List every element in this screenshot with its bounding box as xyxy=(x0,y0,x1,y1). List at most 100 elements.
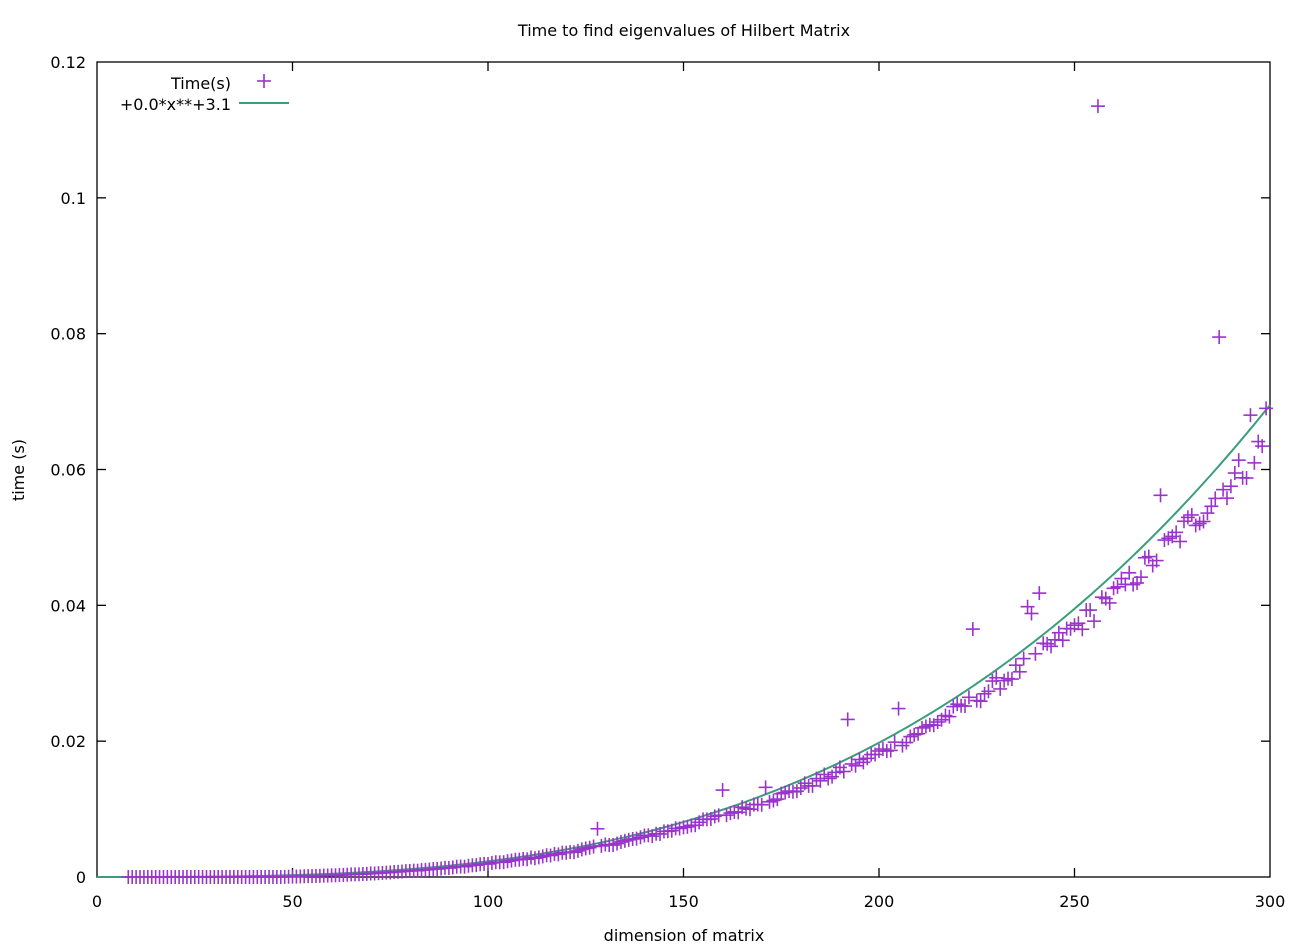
y-tick-label: 0.04 xyxy=(50,596,86,615)
data-point xyxy=(965,622,980,637)
data-point xyxy=(903,729,918,744)
data-point xyxy=(1141,549,1156,564)
data-point xyxy=(1212,330,1227,345)
data-point xyxy=(481,856,495,871)
data-point xyxy=(1231,453,1246,468)
data-point xyxy=(977,686,992,701)
data-point xyxy=(1114,571,1129,586)
data-point xyxy=(1239,471,1254,486)
legend-label-fit: +0.0*x**+3.1 xyxy=(120,95,231,114)
data-point xyxy=(1075,622,1090,637)
data-point xyxy=(535,849,550,864)
data-point xyxy=(1020,599,1035,614)
data-point xyxy=(1094,590,1109,605)
data-point xyxy=(836,764,851,779)
fit-curve xyxy=(97,404,1271,878)
data-point xyxy=(1044,639,1059,654)
y-tick-label: 0.02 xyxy=(50,732,86,751)
data-point xyxy=(574,842,589,857)
data-point xyxy=(1090,99,1105,114)
data-point xyxy=(981,684,996,699)
data-point xyxy=(1012,664,1027,679)
data-point xyxy=(887,735,902,750)
data-point xyxy=(1149,553,1164,568)
legend-marker-time xyxy=(257,74,271,88)
data-point xyxy=(1032,586,1047,601)
data-point xyxy=(1223,479,1238,494)
data-point xyxy=(1130,575,1145,590)
data-point xyxy=(1024,606,1039,621)
data-points-layer xyxy=(121,99,1274,884)
data-point xyxy=(582,840,597,855)
x-tick-label: 200 xyxy=(864,892,895,911)
data-point xyxy=(457,859,472,874)
data-point xyxy=(1122,565,1137,580)
data-point xyxy=(891,701,906,716)
data-point xyxy=(993,681,1008,696)
x-tick-label: 0 xyxy=(92,892,102,911)
data-point xyxy=(821,771,836,786)
x-tick-label: 300 xyxy=(1255,892,1286,911)
data-point xyxy=(856,755,871,770)
data-point xyxy=(1196,514,1211,529)
data-point xyxy=(496,855,511,870)
data-point xyxy=(1169,525,1184,540)
data-point xyxy=(958,699,973,714)
data-point xyxy=(883,743,898,758)
data-point xyxy=(1051,625,1066,640)
x-tick-label: 150 xyxy=(668,892,699,911)
data-point xyxy=(1110,579,1125,594)
data-point xyxy=(848,758,863,773)
data-point xyxy=(1219,491,1234,506)
data-point xyxy=(997,673,1012,688)
data-point xyxy=(1161,531,1176,546)
data-point xyxy=(1259,401,1274,416)
data-point xyxy=(590,821,605,836)
data-point xyxy=(762,794,777,809)
data-point xyxy=(942,709,957,724)
y-tick-label: 0.06 xyxy=(50,461,86,480)
data-point xyxy=(1067,618,1082,633)
data-point xyxy=(469,858,484,873)
fit-curve-layer xyxy=(97,404,1271,878)
data-point xyxy=(1243,408,1258,423)
data-point xyxy=(1106,581,1121,596)
data-point xyxy=(1055,633,1070,648)
data-point xyxy=(805,778,820,793)
data-point xyxy=(1083,603,1098,618)
data-point xyxy=(907,727,922,742)
chart-title: Time to find eigenvalues of Hilbert Matr… xyxy=(517,21,850,40)
y-axis-label: time (s) xyxy=(9,439,28,501)
y-tick-label: 0.08 xyxy=(50,325,86,344)
data-point xyxy=(1040,636,1055,651)
data-point xyxy=(911,726,926,741)
data-point xyxy=(1208,491,1223,506)
data-point xyxy=(1137,550,1152,565)
data-point xyxy=(915,720,930,735)
legend: Time(s) +0.0*x**+3.1 xyxy=(120,74,289,114)
legend-label-time: Time(s) xyxy=(170,74,231,93)
data-point xyxy=(1016,651,1031,666)
data-point xyxy=(1102,595,1117,610)
data-point xyxy=(1227,466,1242,481)
data-point xyxy=(1028,646,1043,661)
data-point xyxy=(1153,488,1168,503)
data-point xyxy=(1216,482,1231,497)
x-tick-label: 50 xyxy=(282,892,302,911)
data-point xyxy=(840,712,855,727)
plot-frame xyxy=(96,61,1271,878)
x-tick-label: 250 xyxy=(1059,892,1090,911)
x-tick-label: 100 xyxy=(473,892,504,911)
legend-plus-marker xyxy=(257,74,271,88)
data-point xyxy=(1004,672,1019,687)
data-point xyxy=(1184,507,1199,522)
data-point xyxy=(703,811,718,826)
data-point xyxy=(1180,510,1195,525)
data-point xyxy=(1247,455,1262,470)
data-point xyxy=(1255,439,1270,454)
y-tick-label: 0.12 xyxy=(50,53,86,72)
data-point xyxy=(1200,506,1215,521)
data-point xyxy=(989,670,1004,685)
data-point xyxy=(1204,499,1219,514)
